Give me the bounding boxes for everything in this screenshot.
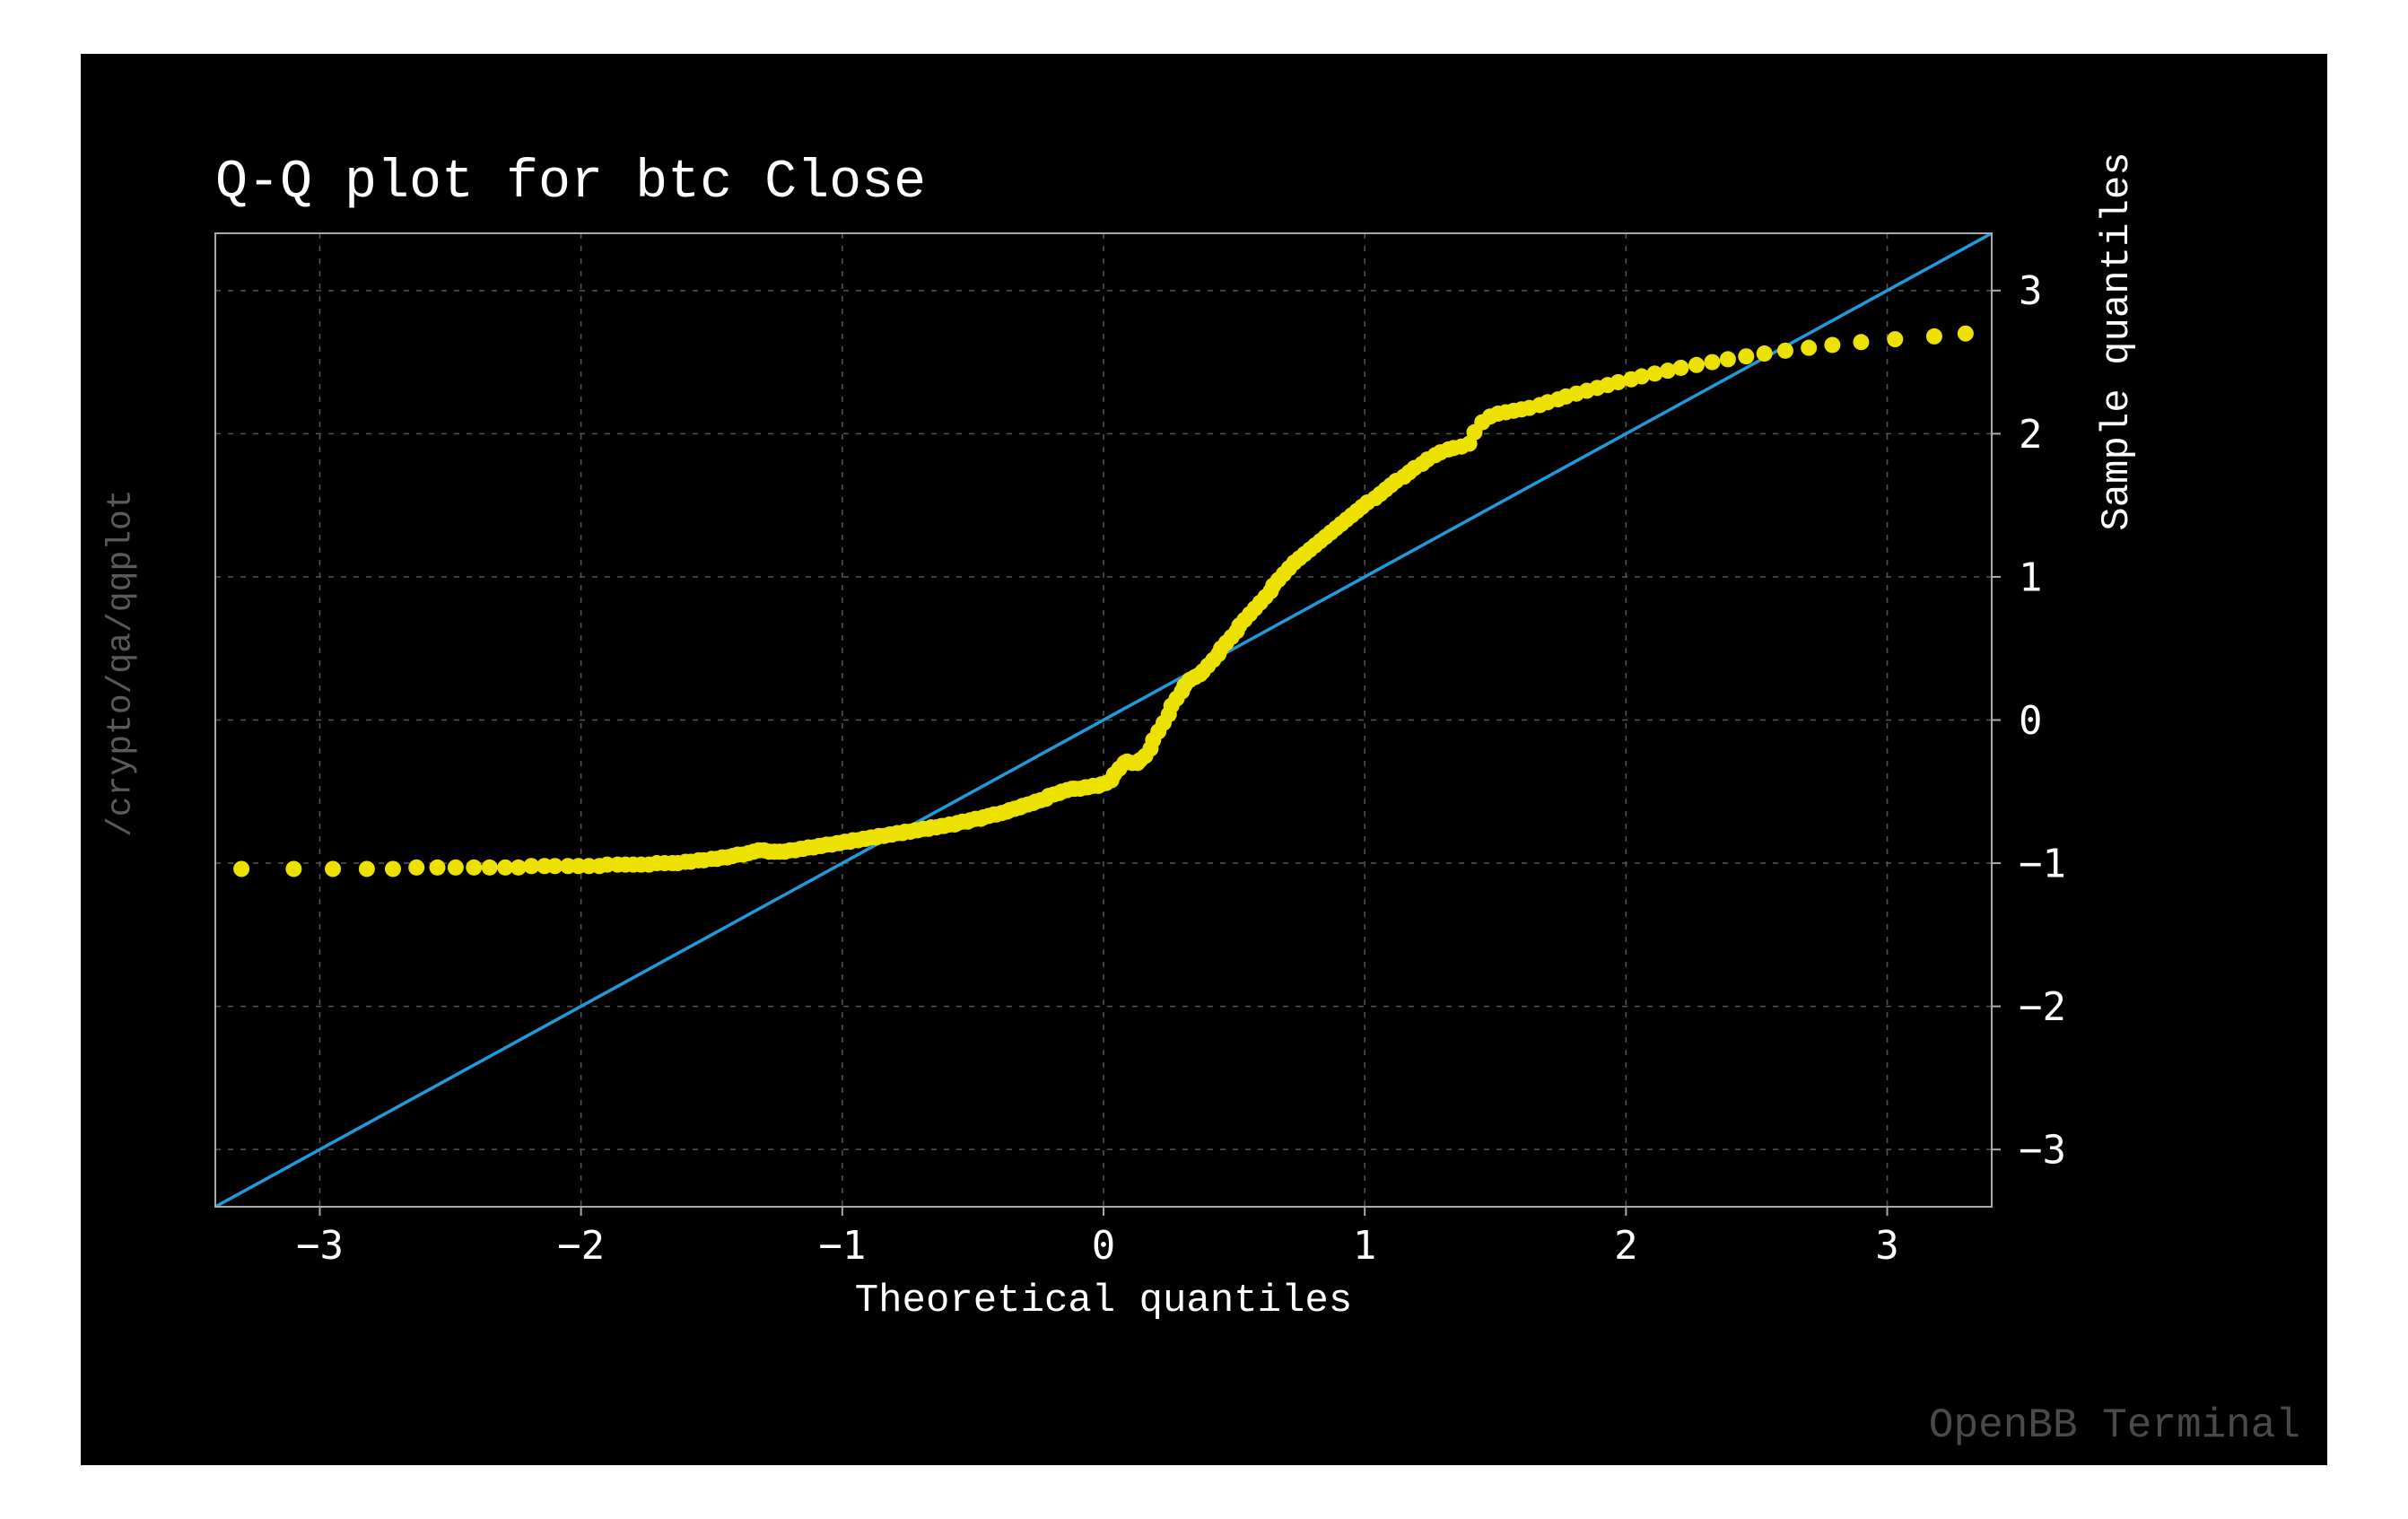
y-axis-label: Sample quantiles: [2095, 152, 2140, 530]
outer-frame: Q-Q plot for btc Close /crypto/qa/qqplot…: [0, 0, 2408, 1519]
x-tick-label: −2: [557, 1223, 605, 1269]
watermark-label: OpenBB Terminal: [1929, 1402, 2300, 1449]
y-tick-label: 3: [2019, 268, 2043, 314]
x-tick-label: 1: [1353, 1223, 1377, 1269]
command-path-label: /crypto/qa/qqplot: [102, 489, 141, 837]
x-axis-label: Theoretical quantiles: [855, 1279, 1353, 1323]
y-tick-label: −2: [2019, 984, 2066, 1030]
x-tick-label: −1: [818, 1223, 866, 1269]
qq-plot-canvas: −3−2−10123−3−2−10123: [215, 233, 1992, 1207]
y-tick-label: 1: [2019, 554, 2043, 600]
y-tick-label: −1: [2019, 841, 2066, 886]
x-tick-label: −3: [296, 1223, 344, 1269]
y-tick-label: −3: [2019, 1128, 2066, 1174]
chart-title: Q-Q plot for btc Close: [215, 153, 926, 214]
x-tick-label: 0: [1092, 1223, 1116, 1269]
x-tick-label: 2: [1614, 1223, 1638, 1269]
y-tick-label: 2: [2019, 412, 2043, 458]
y-tick-label: 0: [2019, 698, 2043, 744]
x-tick-label: 3: [1875, 1223, 1899, 1269]
terminal-panel: Q-Q plot for btc Close /crypto/qa/qqplot…: [81, 54, 2327, 1465]
